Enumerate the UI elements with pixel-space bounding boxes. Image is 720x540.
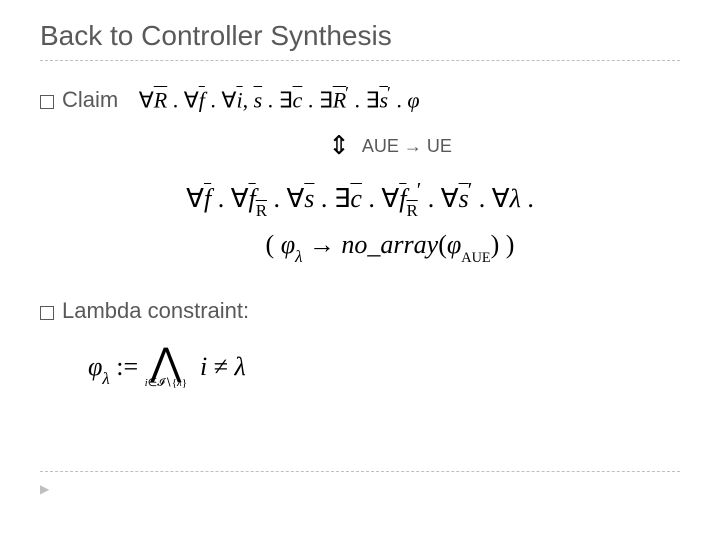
equivalence-row: ⇕ AUE → UE [70, 131, 710, 161]
title-divider [40, 60, 680, 61]
lambda-label: Lambda constraint: [62, 298, 249, 324]
footer: ▶ [40, 471, 680, 498]
formula-line-3: ( φλ → no_array(φAUE) ) [70, 230, 710, 264]
bullet-box-icon [40, 306, 54, 320]
claim-formula: ∀R . ∀f . ∀i, s . ∃c . ∃R′ . ∃s′ . φ [139, 83, 420, 113]
footer-divider [40, 471, 680, 472]
claim-row: Claim ∀R . ∀f . ∀i, s . ∃c . ∃R′ . ∃s′ .… [40, 83, 680, 113]
bullet-box-icon [40, 95, 54, 109]
footer-triangle-icon: ▶ [40, 482, 49, 496]
lambda-row: Lambda constraint: [40, 298, 680, 324]
page-title: Back to Controller Synthesis [40, 20, 680, 52]
lambda-formula: φλ := ⋀i∈𝓘∖{λ} i ≠ λ [88, 348, 680, 390]
up-down-double-arrow-icon: ⇕ [328, 131, 350, 161]
formula-line-2: ∀f . ∀fR . ∀s . ∃c . ∀fR′ . ∀s′ . ∀λ . [40, 179, 680, 218]
claim-label: Claim [62, 87, 118, 113]
aue-ue-label: AUE → UE [362, 136, 452, 157]
